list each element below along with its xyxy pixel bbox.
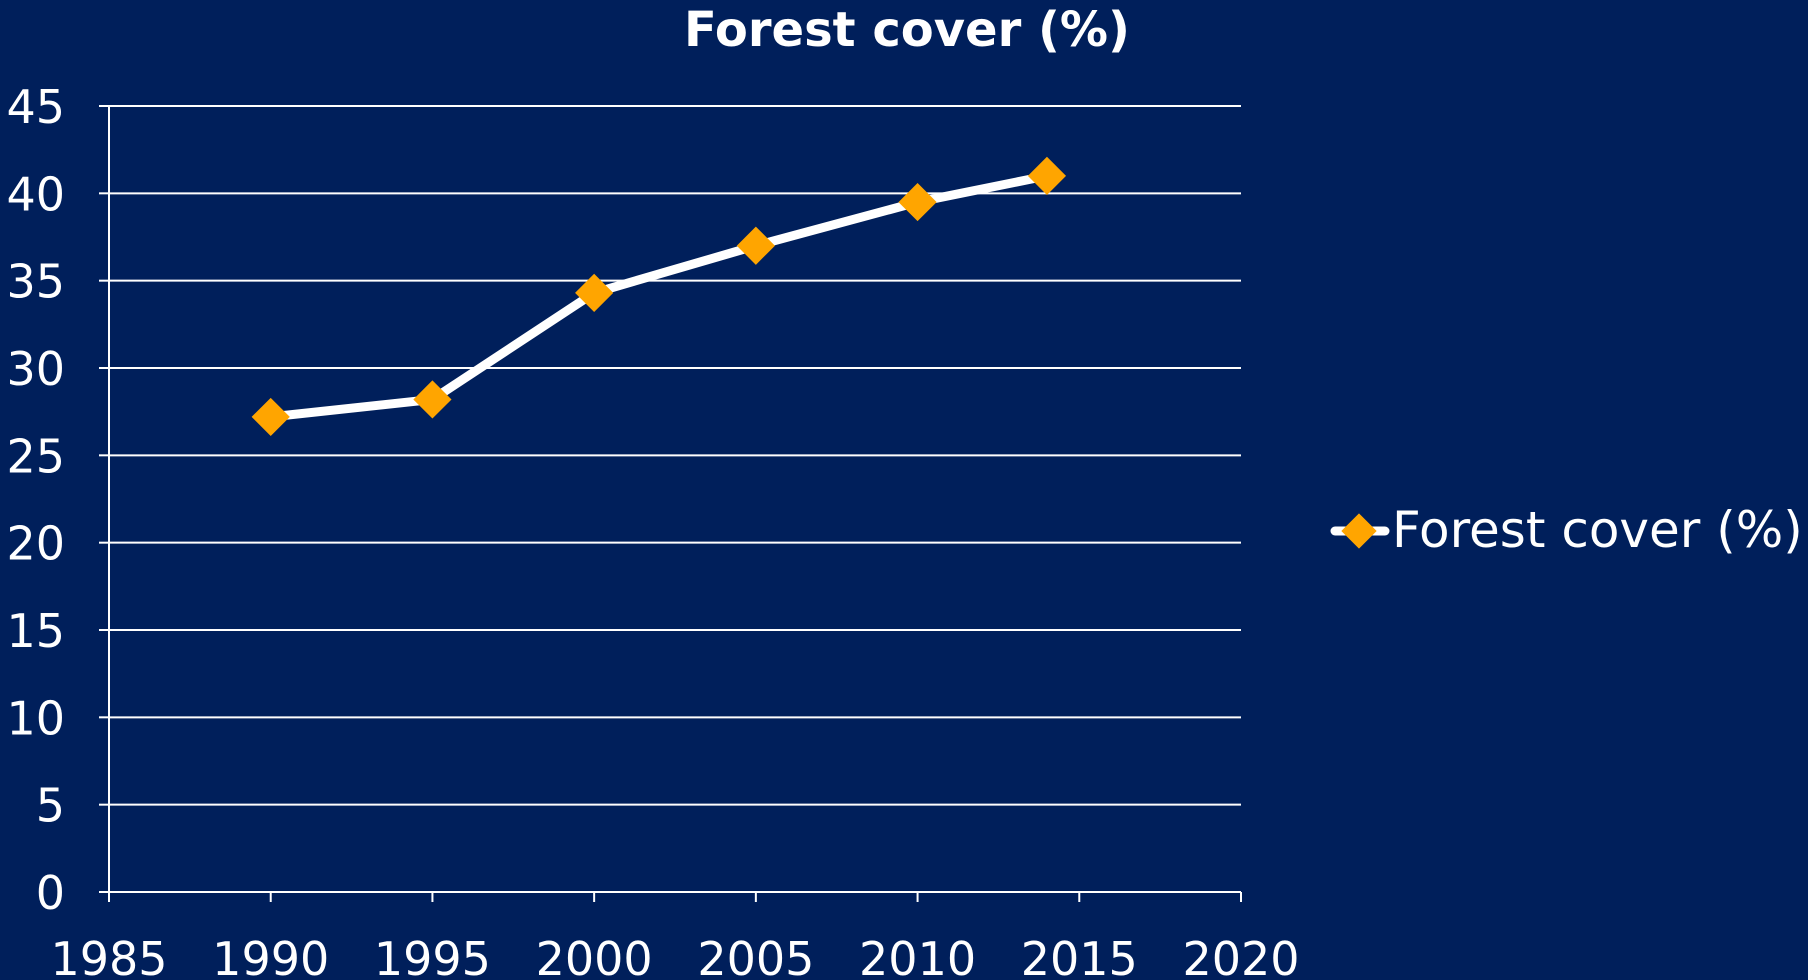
y-axis-tick-labels: 0 5 10 15 20 25 30 35 40 45 xyxy=(6,80,65,920)
legend: Forest cover (%) xyxy=(1330,501,1803,559)
x-axis-tick-labels: 1985 1990 1995 2000 2005 2010 2015 2020 xyxy=(50,932,1299,980)
data-point-marker xyxy=(736,226,775,265)
y-tick-label: 0 xyxy=(36,866,65,920)
x-tick-label: 1995 xyxy=(374,932,491,980)
x-tick-label: 1990 xyxy=(212,932,329,980)
chart-title: Forest cover (%) xyxy=(684,2,1130,58)
x-tick-label: 2020 xyxy=(1182,932,1299,980)
y-tick-label: 5 xyxy=(36,779,65,833)
y-tick-label: 25 xyxy=(6,429,65,483)
x-tick-label: 2015 xyxy=(1021,932,1138,980)
y-tick-label: 35 xyxy=(6,255,65,309)
x-tick-label: 2000 xyxy=(536,932,653,980)
legend-label: Forest cover (%) xyxy=(1392,501,1803,559)
x-tick-label: 2010 xyxy=(859,932,976,980)
data-point-marker xyxy=(251,397,290,436)
data-point-marker xyxy=(1027,156,1067,195)
legend-marker-diamond-icon xyxy=(1341,513,1377,549)
data-point-marker xyxy=(413,380,452,419)
x-tick-label: 2005 xyxy=(697,932,814,980)
y-tick-label: 40 xyxy=(6,167,65,221)
y-tick-label: 30 xyxy=(6,342,65,396)
series-line xyxy=(266,171,1052,422)
x-tick-label: 1985 xyxy=(50,932,167,980)
y-tick-label: 20 xyxy=(6,517,65,571)
gridlines xyxy=(109,105,1241,806)
data-point-marker xyxy=(575,273,614,312)
y-tick-label: 15 xyxy=(6,604,65,658)
series-layer xyxy=(251,156,1067,436)
data-point-marker xyxy=(898,182,937,222)
y-tick-label: 10 xyxy=(6,691,65,745)
y-tick-label: 45 xyxy=(6,80,65,134)
axes xyxy=(99,105,1242,902)
